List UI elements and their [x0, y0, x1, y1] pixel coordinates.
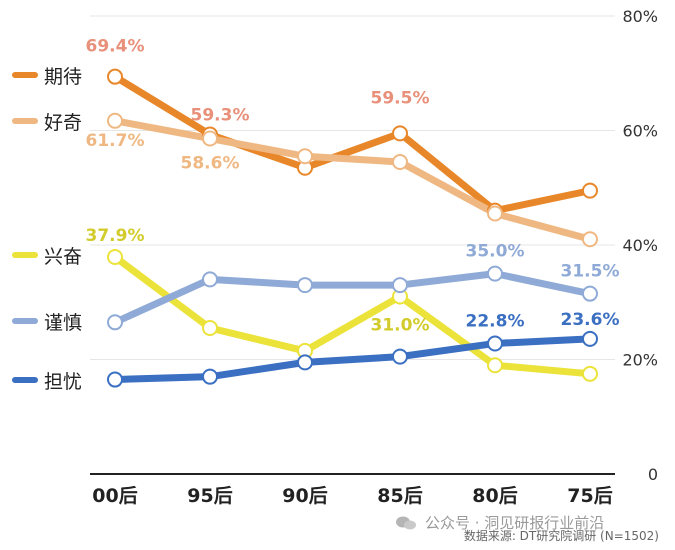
data-point	[392, 348, 408, 365]
legend-swatch	[12, 252, 38, 258]
data-point	[297, 354, 313, 371]
data-label: 31.0%	[371, 316, 430, 336]
data-point	[487, 335, 503, 352]
data-point	[107, 112, 123, 129]
legend-label: 担忧	[44, 370, 83, 393]
data-label: 23.6%	[561, 310, 620, 330]
data-point	[392, 153, 408, 170]
data-label: 22.8%	[466, 311, 525, 331]
data-labels: 69.4% 59.3% 59.5% 61.7% 58.6% 37.9% 31.0% 35.0%…	[86, 37, 620, 336]
y-tick-label: 60%	[622, 122, 658, 141]
data-label: 35.0%	[466, 242, 525, 262]
legend-item: 兴奋	[12, 242, 82, 268]
data-point	[582, 231, 598, 248]
series-line-谨慎	[111, 270, 594, 326]
data-label: 59.5%	[371, 88, 430, 108]
data-point	[582, 365, 598, 382]
legend-swatch	[12, 318, 38, 324]
x-tick-label: 00后	[92, 485, 137, 507]
y-axis-ticks: 0 20% 40% 60% 80%	[622, 7, 658, 484]
series-line-好奇	[111, 117, 594, 243]
data-point	[487, 357, 503, 374]
y-tick-label: 0	[648, 465, 658, 484]
data-label: 69.4%	[86, 37, 145, 57]
x-axis: 00后 95后 90后 85后 80后 75后	[90, 473, 615, 507]
data-point	[107, 249, 123, 266]
data-point	[107, 314, 123, 331]
series-line-担忧	[111, 335, 594, 384]
x-tick-label: 80后	[472, 485, 517, 507]
legend-item: 期待	[12, 62, 82, 88]
data-point	[392, 125, 408, 142]
legend-swatch	[12, 377, 38, 383]
y-tick-label: 80%	[622, 7, 658, 26]
legend-swatch	[12, 72, 38, 78]
series-lines	[111, 73, 594, 384]
data-point	[487, 265, 503, 282]
x-tick-label: 95后	[187, 485, 232, 507]
data-label: 58.6%	[181, 154, 240, 174]
data-point	[487, 205, 503, 222]
grid-lines	[90, 15, 615, 360]
legend-label: 期待	[44, 65, 83, 88]
legend-label: 好奇	[44, 111, 83, 134]
y-tick-label: 20%	[622, 351, 658, 370]
data-point	[297, 277, 313, 294]
data-label: 61.7%	[86, 131, 145, 151]
data-point	[107, 371, 123, 388]
data-point	[202, 130, 218, 147]
watermark: 公众号 · 洞见研报行业前沿	[395, 512, 604, 533]
data-point	[107, 68, 123, 85]
x-tick-label: 85后	[377, 485, 422, 507]
y-tick-label: 40%	[622, 236, 658, 255]
data-point	[582, 182, 598, 199]
legend-label: 兴奋	[44, 245, 83, 268]
series-points	[107, 68, 598, 388]
watermark-text: 公众号 · 洞见研报行业前沿	[425, 514, 605, 532]
data-point	[202, 368, 218, 385]
series-line-期待	[111, 73, 594, 215]
data-point	[392, 277, 408, 294]
data-label: 37.9%	[86, 226, 145, 246]
data-label: 59.3%	[191, 106, 250, 126]
x-tick-label: 90后	[282, 485, 327, 507]
legend-item: 担忧	[12, 367, 82, 393]
legend-label: 谨慎	[44, 311, 83, 334]
x-tick-label: 75后	[567, 485, 612, 507]
wechat-icon	[396, 516, 416, 529]
legend-item: 谨慎	[12, 308, 82, 334]
legend-swatch	[12, 118, 38, 124]
data-point	[202, 271, 218, 288]
data-point	[202, 320, 218, 337]
legend-item: 好奇	[12, 108, 82, 134]
data-point	[582, 285, 598, 302]
source-note: 数据来源: DT研究院调研 (N=1502)	[463, 529, 659, 543]
data-label: 31.5%	[561, 262, 620, 282]
data-point	[297, 148, 313, 165]
series-line-兴奋	[111, 253, 594, 378]
data-point	[582, 330, 598, 347]
